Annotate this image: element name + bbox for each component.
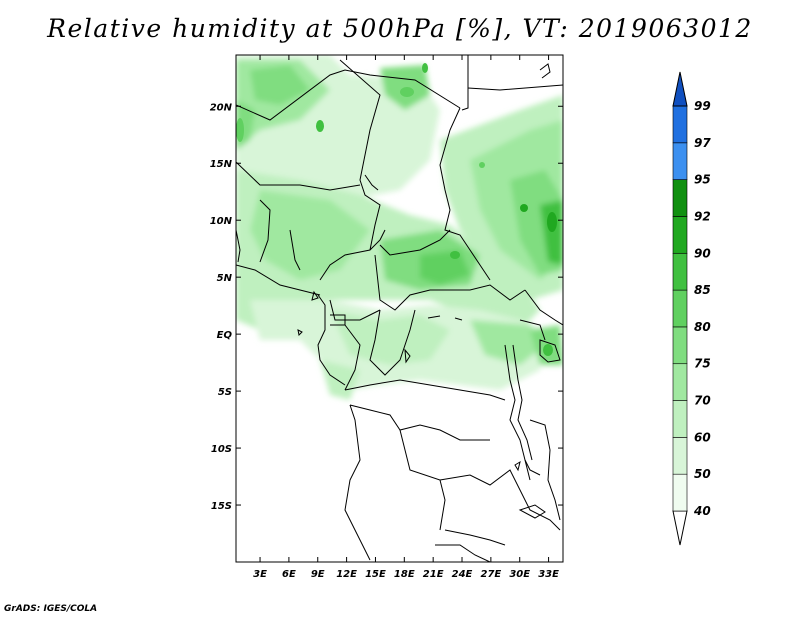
colorbar-segment [672, 400, 688, 438]
map-borders [236, 55, 563, 562]
lat-label: 5N [217, 273, 233, 284]
lon-label: 30E [509, 569, 530, 580]
colorbar-segment [672, 142, 688, 180]
colorbar-label: 80 [694, 320, 711, 334]
colorbar-label: 97 [694, 136, 711, 150]
lat-label: 15N [210, 159, 233, 170]
colorbar-label: 40 [693, 504, 711, 518]
lat-label: EQ [217, 330, 233, 341]
colorbar-lower-extension [672, 510, 688, 546]
colorbar-segment [672, 289, 688, 328]
map-title: Relative humidity at 500hPa [%], VT: 201… [47, 14, 753, 43]
lat-label: 15S [211, 501, 232, 512]
lon-label: 27E [480, 569, 501, 580]
lat-label: 10S [211, 444, 232, 455]
colorbar-segment [672, 326, 688, 365]
colorbar-segment [672, 216, 688, 254]
lon-label: 24E [452, 569, 473, 580]
colorbar-label: 75 [694, 357, 711, 371]
colorbar-label: 92 [694, 209, 711, 223]
latitude-axis: 20N 15N 10N 5N EQ 5S 10S 15S [210, 102, 563, 512]
colorbar-label: 95 [694, 173, 711, 187]
lon-label: 9E [311, 569, 325, 580]
grads-credit: GrADS: IGES/COLA [4, 604, 98, 614]
colorbar-segment [672, 105, 688, 144]
lon-label: 3E [253, 569, 267, 580]
lon-label: 21E [423, 569, 444, 580]
colorbar-label: 99 [694, 99, 711, 113]
lon-label: 18E [394, 569, 415, 580]
colorbar-segment [672, 179, 688, 217]
colorbar-label: 85 [694, 283, 711, 297]
lat-label: 20N [210, 102, 233, 113]
colorbar-segment [672, 473, 688, 512]
lat-label: 5S [218, 387, 232, 398]
colorbar-label: 60 [694, 430, 711, 444]
colorbar-label: 70 [694, 394, 711, 408]
lon-label: 12E [336, 569, 357, 580]
colorbar-label: 50 [694, 467, 711, 481]
colorbar-label: 90 [694, 246, 711, 260]
humidity-shading [236, 55, 563, 400]
colorbar-segment [672, 437, 688, 475]
colorbar: 40 50 60 70 75 80 85 90 92 95 97 99 [672, 71, 711, 546]
lon-label: 6E [282, 569, 296, 580]
longitude-axis: 3E 6E 9E 12E 15E 18E 21E 24E 27E 30E 33E [253, 55, 559, 580]
colorbar-segment [672, 252, 688, 291]
colorbar-upper-extension [672, 71, 688, 107]
lon-label: 15E [365, 569, 386, 580]
map-frame [235, 54, 564, 563]
lat-label: 10N [210, 216, 233, 227]
colorbar-segment [672, 363, 688, 401]
lon-label: 33E [538, 569, 559, 580]
